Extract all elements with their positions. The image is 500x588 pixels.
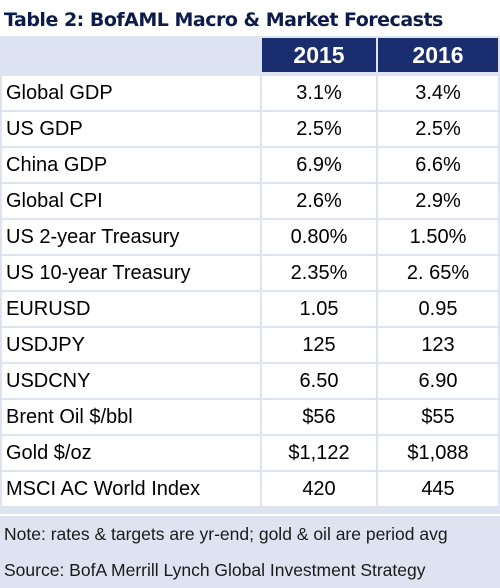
row-label: USDJPY bbox=[2, 328, 260, 362]
row-label: Global GDP bbox=[2, 76, 260, 110]
table-row: MSCI AC World Index 420 445 bbox=[0, 472, 500, 506]
value-2015: 125 bbox=[262, 328, 376, 362]
value-2016: $55 bbox=[378, 400, 498, 434]
value-2015: 1.05 bbox=[262, 292, 376, 326]
column-header-2015: 2015 bbox=[262, 38, 376, 72]
value-2016: 445 bbox=[378, 472, 498, 506]
value-2016: 1.50% bbox=[378, 220, 498, 254]
value-2016: 123 bbox=[378, 328, 498, 362]
table-header-row: 2015 2016 bbox=[0, 38, 500, 72]
value-2016: $1,088 bbox=[378, 436, 498, 470]
table-row: US 10-year Treasury 2.35% 2. 65% bbox=[0, 256, 500, 290]
table-row: USDJPY 125 123 bbox=[0, 328, 500, 362]
table-row: Gold $/oz $1,122 $1,088 bbox=[0, 436, 500, 470]
table-row: Global CPI 2.6% 2.9% bbox=[0, 184, 500, 218]
value-2016: 2. 65% bbox=[378, 256, 498, 290]
row-label: USDCNY bbox=[2, 364, 260, 398]
forecast-table: 2015 2016 Global GDP 3.1% 3.4% US GDP 2.… bbox=[0, 36, 500, 514]
row-label: US GDP bbox=[2, 112, 260, 146]
row-label: US 10-year Treasury bbox=[2, 256, 260, 290]
value-2015: 0.80% bbox=[262, 220, 376, 254]
row-label: China GDP bbox=[2, 148, 260, 182]
row-label: US 2-year Treasury bbox=[2, 220, 260, 254]
value-2015: $1,122 bbox=[262, 436, 376, 470]
row-label: Gold $/oz bbox=[2, 436, 260, 470]
value-2015: 2.35% bbox=[262, 256, 376, 290]
row-label: EURUSD bbox=[2, 292, 260, 326]
value-2015: 420 bbox=[262, 472, 376, 506]
header-blank-cell bbox=[2, 38, 260, 72]
table-row: Global GDP 3.1% 3.4% bbox=[0, 76, 500, 110]
table-row: China GDP 6.9% 6.6% bbox=[0, 148, 500, 182]
value-2015: $56 bbox=[262, 400, 376, 434]
value-2015: 2.6% bbox=[262, 184, 376, 218]
row-label: MSCI AC World Index bbox=[2, 472, 260, 506]
value-2015: 3.1% bbox=[262, 76, 376, 110]
table-source: Source: BofA Merrill Lynch Global Invest… bbox=[0, 552, 500, 588]
table-title: Table 2: BofAML Macro & Market Forecasts bbox=[4, 9, 443, 31]
value-2016: 0.95 bbox=[378, 292, 498, 326]
value-2016: 3.4% bbox=[378, 76, 498, 110]
value-2016: 6.90 bbox=[378, 364, 498, 398]
table-note: Note: rates & targets are yr-end; gold &… bbox=[0, 516, 500, 552]
table-row: EURUSD 1.05 0.95 bbox=[0, 292, 500, 326]
value-2016: 2.9% bbox=[378, 184, 498, 218]
table-row: Brent Oil $/bbl $56 $55 bbox=[0, 400, 500, 434]
table-row: US 2-year Treasury 0.80% 1.50% bbox=[0, 220, 500, 254]
column-header-2016: 2016 bbox=[378, 38, 498, 72]
value-2015: 2.5% bbox=[262, 112, 376, 146]
row-label: Global CPI bbox=[2, 184, 260, 218]
value-2015: 6.50 bbox=[262, 364, 376, 398]
value-2016: 6.6% bbox=[378, 148, 498, 182]
table-row: USDCNY 6.50 6.90 bbox=[0, 364, 500, 398]
table-row: US GDP 2.5% 2.5% bbox=[0, 112, 500, 146]
value-2016: 2.5% bbox=[378, 112, 498, 146]
value-2015: 6.9% bbox=[262, 148, 376, 182]
row-label: Brent Oil $/bbl bbox=[2, 400, 260, 434]
